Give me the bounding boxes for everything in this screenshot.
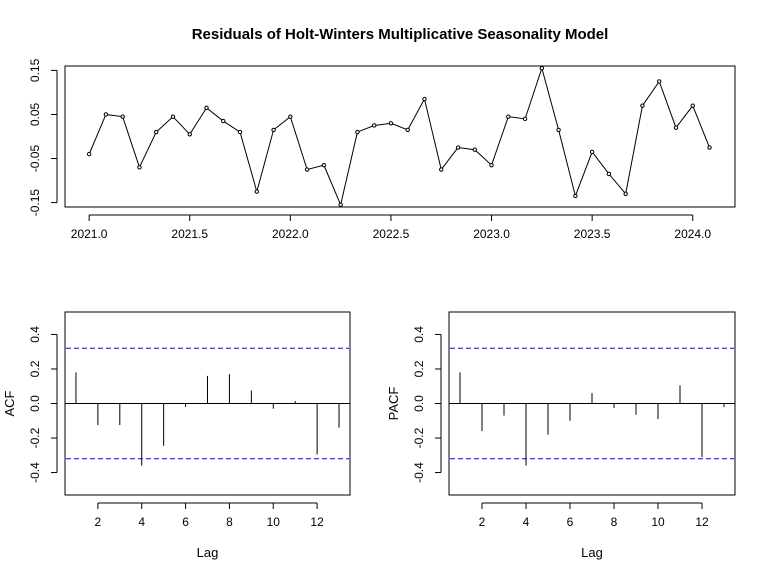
x-tick-label: 8 <box>611 515 618 529</box>
x-tick-label: 12 <box>310 515 324 529</box>
residual-point <box>589 149 595 155</box>
residual-point <box>187 132 192 137</box>
y-tick-label: 0.4 <box>28 326 42 343</box>
residual-point <box>556 127 561 133</box>
x-tick-label: 2 <box>479 515 486 529</box>
y-tick-label: 0.05 <box>28 102 42 126</box>
residual-point <box>137 165 142 170</box>
residual-point <box>472 147 477 152</box>
y-tick-label: 0.2 <box>28 360 42 377</box>
x-tick-label: 8 <box>226 515 233 529</box>
x-axis-label: Lag <box>197 545 219 560</box>
residual-point <box>338 202 343 207</box>
chart-title: Residuals of Holt-Winters Multiplicative… <box>192 26 609 43</box>
x-tick-label: 2023.0 <box>473 227 510 241</box>
residual-point <box>405 127 410 133</box>
x-tick-label: 6 <box>567 515 574 529</box>
x-tick-label: 2021.5 <box>171 227 208 241</box>
y-tick-label: -0.2 <box>28 427 42 448</box>
y-tick-label: 0.2 <box>412 360 426 377</box>
acf-plot: 2 4 6 8 10 12 -0.4 -0.2 0.0 0.2 0.4 Lag ACF <box>2 311 351 560</box>
residual-point <box>539 66 545 71</box>
y-tick-label: -0.2 <box>412 427 426 448</box>
pacf-plot: 2 4 6 8 10 12 -0.4 -0.2 0.0 0.2 0.4 Lag PACF <box>386 311 736 560</box>
x-tick-label: 4 <box>138 515 145 529</box>
residual-point <box>355 129 360 135</box>
residual-point <box>271 127 276 133</box>
residual-point <box>707 145 712 150</box>
residual-point <box>170 114 176 119</box>
residual-point <box>690 103 695 108</box>
residuals-line-plot: 2021.0 2021.5 2022.0 2022.5 2023.0 2023.5 2024… <box>28 58 736 241</box>
residual-point <box>103 112 109 117</box>
residual-point <box>489 162 494 168</box>
residual-point <box>254 189 260 194</box>
residual-point <box>221 118 226 124</box>
y-tick-label: 0.15 <box>28 58 42 82</box>
y-tick-label: -0.05 <box>28 145 42 173</box>
x-tick-label: 2 <box>95 515 102 529</box>
residual-point <box>573 193 578 199</box>
x-tick-label: 10 <box>651 515 665 529</box>
y-tick-label: -0.4 <box>28 462 42 483</box>
residual-point <box>640 103 645 108</box>
residual-point <box>388 121 394 126</box>
residual-point <box>371 123 377 128</box>
residual-point <box>657 79 662 84</box>
y-tick-label: 0.4 <box>412 326 426 343</box>
x-tick-label: 2022.5 <box>373 227 410 241</box>
residual-point <box>321 162 327 168</box>
x-axis-label: Lag <box>581 545 603 560</box>
residual-point <box>522 116 528 122</box>
y-tick-label: 0.0 <box>412 395 426 412</box>
y-tick-label: -0.4 <box>412 462 426 483</box>
x-tick-label: 2024.0 <box>674 227 711 241</box>
residual-point <box>304 167 310 172</box>
y-tick-label: -0.15 <box>28 189 42 217</box>
x-tick-label: 10 <box>267 515 281 529</box>
residual-point <box>506 114 511 119</box>
residual-point <box>673 125 679 130</box>
y-tick-label: 0.0 <box>28 395 42 412</box>
residual-point <box>154 129 159 135</box>
plot-frame <box>64 65 736 208</box>
residual-point <box>237 129 243 135</box>
residual-point <box>623 191 628 196</box>
residual-point <box>86 151 92 157</box>
residual-point <box>120 114 125 119</box>
x-tick-label: 12 <box>695 515 709 529</box>
y-axis-label: ACF <box>2 390 17 416</box>
y-axis-label: PACF <box>386 387 401 421</box>
residual-point <box>204 105 209 111</box>
residual-point <box>606 171 612 177</box>
residual-point <box>422 96 427 102</box>
x-tick-label: 2022.0 <box>272 227 309 241</box>
x-tick-label: 4 <box>523 515 530 529</box>
residual-point <box>288 114 293 119</box>
residual-point <box>455 145 461 150</box>
x-tick-label: 2021.0 <box>71 227 108 241</box>
residuals-series-line <box>88 66 710 207</box>
x-tick-label: 2023.5 <box>574 227 611 241</box>
residual-point <box>439 167 444 172</box>
x-tick-label: 6 <box>182 515 189 529</box>
